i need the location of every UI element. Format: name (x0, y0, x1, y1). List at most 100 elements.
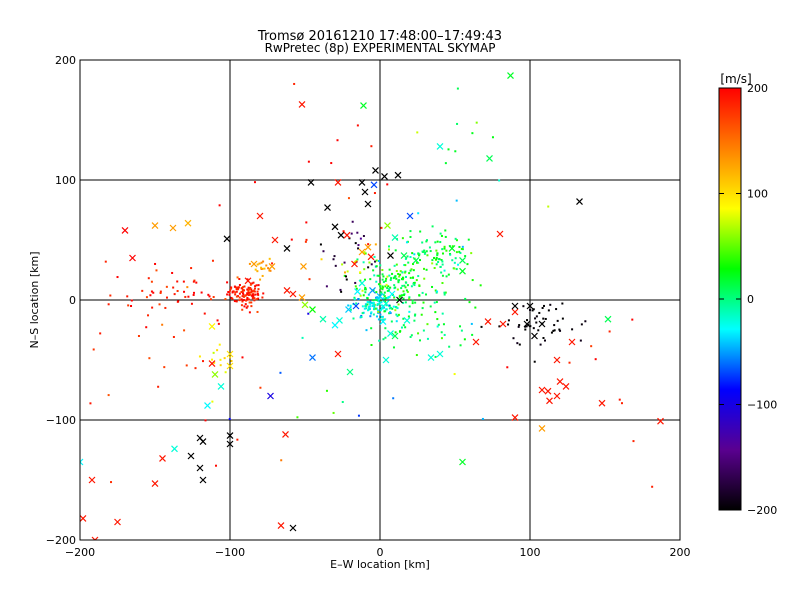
data-point (417, 275, 420, 278)
data-point (366, 303, 369, 306)
data-point (240, 298, 243, 301)
data-point (393, 296, 396, 299)
data-point (498, 179, 501, 182)
data-point (370, 263, 373, 266)
data-point (457, 263, 460, 266)
data-point (245, 299, 248, 302)
data-point (539, 343, 542, 346)
data-point (374, 260, 377, 263)
data-point (395, 320, 398, 323)
data-point (532, 327, 535, 330)
data-point (330, 162, 333, 165)
data-point (190, 267, 193, 270)
data-point (377, 283, 380, 286)
data-point-cross (436, 142, 444, 150)
data-point (397, 272, 400, 275)
data-point (385, 296, 388, 299)
data-point (367, 306, 370, 309)
data-point (434, 289, 437, 292)
data-point-cross (319, 315, 327, 323)
data-point (372, 269, 375, 272)
data-point (459, 325, 462, 328)
data-point (259, 278, 262, 281)
data-point (436, 290, 439, 293)
data-point (247, 291, 250, 294)
data-point (246, 296, 249, 299)
data-point (543, 339, 546, 342)
data-point (369, 303, 372, 306)
data-point (230, 286, 233, 289)
data-point (250, 290, 253, 293)
data-point (423, 249, 426, 252)
data-point (244, 303, 247, 306)
data-point-cross (388, 290, 396, 298)
data-point (396, 288, 399, 291)
data-point-cross (298, 100, 306, 108)
data-point-cross (576, 198, 583, 206)
data-point (532, 308, 535, 311)
data-point-cross (324, 204, 331, 212)
data-point (217, 322, 220, 325)
data-point (378, 339, 381, 342)
data-point-cross (331, 223, 339, 231)
data-point (182, 280, 185, 283)
data-point (241, 356, 244, 359)
data-point (379, 284, 382, 287)
data-point (366, 297, 369, 300)
x-tick-label: 0 (377, 546, 384, 559)
data-point (453, 261, 456, 264)
data-point (343, 261, 346, 264)
data-point (471, 132, 474, 135)
data-point (395, 270, 398, 273)
data-point (355, 302, 358, 305)
data-point (267, 267, 270, 270)
data-point (441, 263, 444, 266)
data-point (445, 275, 448, 278)
data-point (255, 298, 258, 301)
data-point (417, 332, 420, 335)
data-point (394, 286, 397, 289)
data-point (343, 271, 346, 274)
data-point (249, 293, 252, 296)
data-point (150, 280, 153, 283)
data-point (367, 308, 370, 311)
data-point (435, 291, 438, 294)
x-tick-label: −200 (65, 546, 95, 559)
data-point (92, 348, 95, 351)
data-point (590, 345, 593, 348)
data-point (411, 299, 414, 302)
data-point (474, 306, 477, 309)
data-point (386, 287, 389, 290)
data-point-cross (657, 417, 664, 425)
data-point (398, 294, 401, 297)
data-point (422, 267, 425, 270)
data-point (198, 355, 201, 358)
data-point (238, 278, 241, 281)
data-point (481, 417, 484, 420)
data-point (418, 294, 421, 297)
data-point (394, 275, 397, 278)
data-point (164, 306, 167, 309)
data-point (399, 270, 402, 273)
data-point (362, 235, 365, 238)
data-point-cross (151, 480, 159, 488)
data-point (246, 278, 249, 281)
data-point (183, 290, 186, 293)
data-point-cross (354, 288, 361, 296)
data-point (238, 299, 241, 302)
colorbar-tick-label: 100 (747, 188, 768, 201)
data-point (141, 289, 144, 292)
data-point (552, 329, 555, 332)
data-point-cross (387, 252, 394, 260)
data-point (369, 305, 372, 308)
data-point (461, 248, 464, 251)
data-point-cross (187, 452, 195, 460)
data-point (467, 238, 470, 241)
data-point (380, 304, 383, 307)
data-point (381, 285, 384, 288)
data-point-cross (204, 402, 211, 410)
data-point-cross (396, 296, 403, 304)
data-point (307, 160, 310, 163)
data-point (408, 296, 411, 299)
data-point (386, 275, 389, 278)
